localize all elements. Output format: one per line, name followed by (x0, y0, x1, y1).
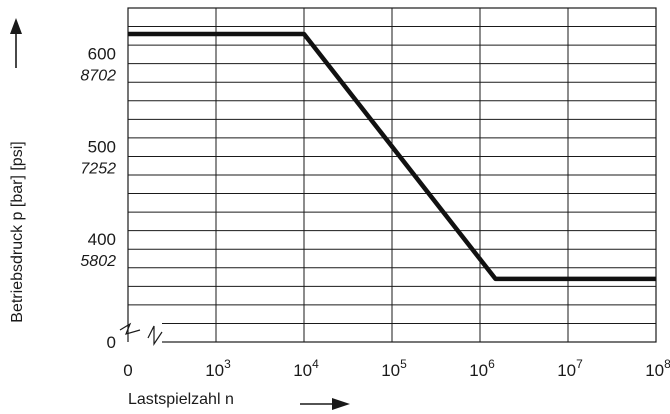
y-axis-arrow-icon (10, 18, 22, 68)
y-axis-label: Betriebsdruck p [bar] [psi] (9, 141, 26, 322)
y-tick-label-psi: 7252 (80, 160, 116, 177)
x-tick-label: 104 (293, 357, 319, 380)
axis-break-mask (114, 322, 162, 344)
x-tick-label: 0 (123, 361, 132, 380)
y-tick-label: 500 (88, 137, 116, 156)
x-tick-label: 103 (205, 357, 231, 380)
x-tick-label: 107 (557, 357, 583, 380)
y-tick-label: 0 (107, 333, 116, 352)
series-line-0 (128, 31, 656, 282)
grid (127, 7, 657, 343)
x-tick-labels: 0 103 104 105 106 107 108 (123, 357, 670, 380)
x-axis-label: Lastspielzahl n (128, 391, 234, 408)
y-tick-labels: 600 8702 500 7252 400 5802 0 (80, 45, 116, 352)
y-tick-label: 400 (88, 230, 116, 249)
x-break-zigzag (147, 325, 163, 346)
series-layer (128, 31, 656, 282)
plot-border (127, 7, 657, 343)
plot-frame (127, 7, 657, 343)
x-axis-arrow-icon (300, 398, 350, 410)
x-tick-label: 108 (645, 357, 670, 380)
y-tick-label-psi: 5802 (80, 253, 116, 270)
y-tick-label: 600 (88, 45, 116, 64)
x-tick-label: 105 (381, 357, 407, 380)
y-tick-label-psi: 8702 (80, 68, 116, 85)
axis-break-symbol (114, 322, 163, 346)
x-tick-label: 106 (469, 357, 495, 380)
